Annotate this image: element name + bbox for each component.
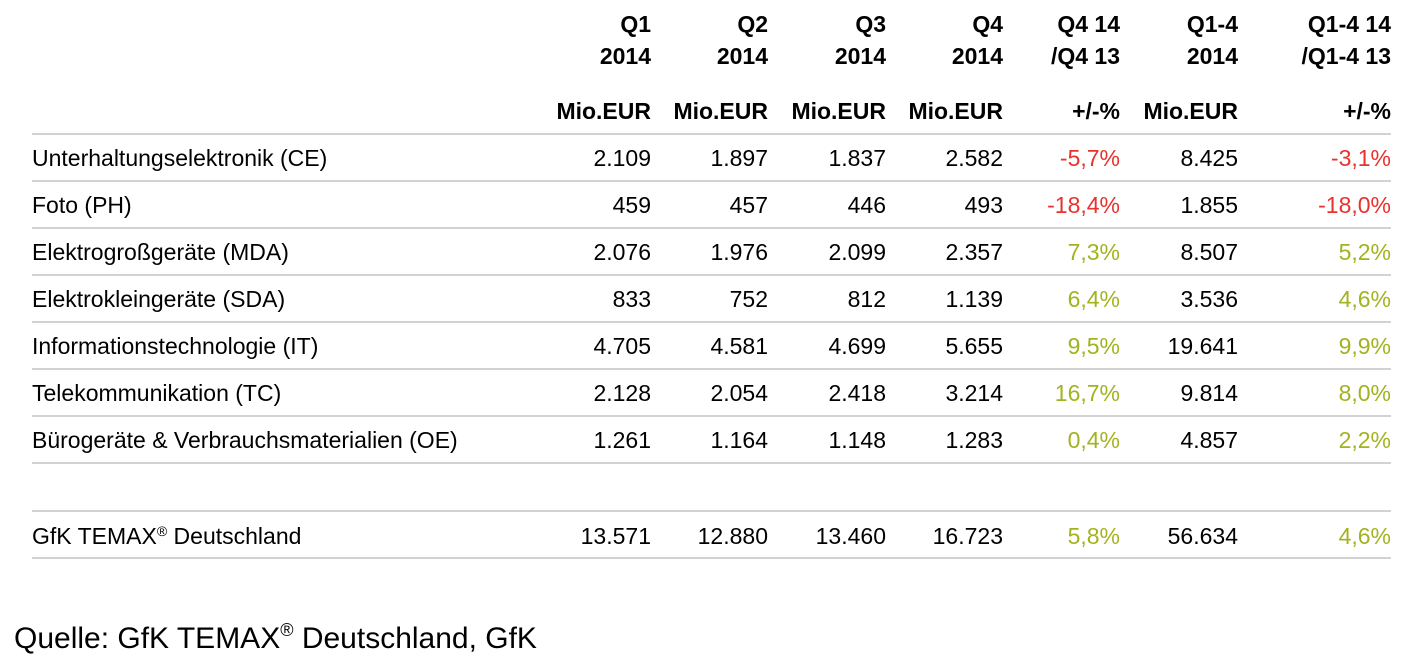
row-label: Bürogeräte & Verbrauchsmaterialien (OE)	[32, 427, 458, 453]
column-header: Q1-4 14	[1308, 11, 1391, 37]
cell: -18,0%	[1318, 192, 1391, 218]
cell: 4.581	[710, 333, 768, 359]
column-header: Q1-4	[1187, 11, 1238, 37]
cell: 2.099	[828, 239, 886, 265]
row-label: Unterhaltungselektronik (CE)	[32, 145, 327, 171]
cell: 2.418	[828, 380, 886, 406]
row-label: GfK TEMAX® Deutschland	[32, 523, 301, 549]
row-label: Elektrogroßgeräte (MDA)	[32, 239, 289, 265]
column-header: 2014	[952, 43, 1003, 69]
column-unit: Mio.EUR	[556, 98, 651, 124]
column-header: 2014	[717, 43, 768, 69]
column-header: 2014	[835, 43, 886, 69]
label-part: GfK TEMAX	[32, 523, 157, 549]
cell: 4.705	[593, 333, 651, 359]
column-header: /Q1-4 13	[1302, 43, 1392, 69]
cell: 1.261	[593, 427, 651, 453]
cell: 1.897	[710, 145, 768, 171]
cell: 493	[965, 192, 1003, 218]
column-unit: Mio.EUR	[673, 98, 768, 124]
cell: 13.571	[581, 523, 651, 549]
cell: -5,7%	[1060, 145, 1120, 171]
cell: 7,3%	[1068, 239, 1120, 265]
cell: 1.139	[945, 286, 1003, 312]
cell: 9.814	[1180, 380, 1238, 406]
column-unit: Mio.EUR	[908, 98, 1003, 124]
cell: 1.164	[710, 427, 768, 453]
cell: 16.723	[933, 523, 1003, 549]
cell: 0,4%	[1068, 427, 1120, 453]
label-part: Deutschland	[167, 523, 301, 549]
column-unit: +/-%	[1072, 98, 1120, 124]
cell: 8.507	[1180, 239, 1238, 265]
cell: 2.128	[593, 380, 651, 406]
cell: 2.076	[593, 239, 651, 265]
cell: 1.837	[828, 145, 886, 171]
column-header: 2014	[600, 43, 651, 69]
cell: 2.109	[593, 145, 651, 171]
cell: 1.976	[710, 239, 768, 265]
cell: 2.582	[945, 145, 1003, 171]
cell: 8,0%	[1339, 380, 1391, 406]
column-unit: Mio.EUR	[1143, 98, 1238, 124]
row-label: Informationstechnologie (IT)	[32, 333, 318, 359]
row-label: Telekommunikation (TC)	[32, 380, 281, 406]
column-header: Q4	[972, 11, 1003, 37]
cell: 3.214	[945, 380, 1003, 406]
cell: 19.641	[1168, 333, 1238, 359]
source: Quelle: GfK TEMAX® Deutschland, GfK	[14, 620, 537, 655]
superscript: ®	[280, 620, 293, 640]
cell: 9,9%	[1339, 333, 1391, 359]
source-part: Deutschland, GfK	[293, 622, 536, 655]
column-header: Q1	[620, 11, 651, 37]
cell: 4.857	[1180, 427, 1238, 453]
cell: 5.655	[945, 333, 1003, 359]
cell: -18,4%	[1047, 192, 1120, 218]
cell: 16,7%	[1055, 380, 1120, 406]
cell: 459	[613, 192, 651, 218]
cell: 6,4%	[1068, 286, 1120, 312]
cell: 446	[848, 192, 886, 218]
cell: 56.634	[1168, 523, 1239, 549]
cell: 2.357	[945, 239, 1003, 265]
cell: 5,8%	[1068, 523, 1120, 549]
column-unit: +/-%	[1343, 98, 1391, 124]
cell: 4,6%	[1339, 523, 1391, 549]
row-label: Foto (PH)	[32, 192, 132, 218]
cell: 8.425	[1180, 145, 1238, 171]
cell: 3.536	[1180, 286, 1238, 312]
column-header: 2014	[1187, 43, 1238, 69]
source-part: Quelle: GfK TEMAX	[14, 622, 280, 655]
cell: 752	[730, 286, 768, 312]
cell: 4,6%	[1339, 286, 1391, 312]
superscript: ®	[157, 523, 168, 539]
cell: 833	[613, 286, 651, 312]
row-label: Elektrokleingeräte (SDA)	[32, 286, 285, 312]
cell: 13.460	[816, 523, 886, 549]
column-header: Q4 14	[1057, 11, 1120, 37]
cell: 457	[730, 192, 768, 218]
cell: 812	[848, 286, 886, 312]
cell: 4.699	[828, 333, 886, 359]
column-header: /Q4 13	[1051, 43, 1120, 69]
column-header: Q3	[855, 11, 886, 37]
cell: 1.283	[945, 427, 1003, 453]
cell: 2.054	[710, 380, 768, 406]
cell: 2,2%	[1339, 427, 1391, 453]
column-header: Q2	[737, 11, 768, 37]
cell: 5,2%	[1339, 239, 1391, 265]
cell: 1.855	[1180, 192, 1238, 218]
cell: -3,1%	[1331, 145, 1391, 171]
cell: 9,5%	[1068, 333, 1120, 359]
cell: 12.880	[698, 523, 768, 549]
column-unit: Mio.EUR	[791, 98, 886, 124]
cell: 1.148	[828, 427, 886, 453]
